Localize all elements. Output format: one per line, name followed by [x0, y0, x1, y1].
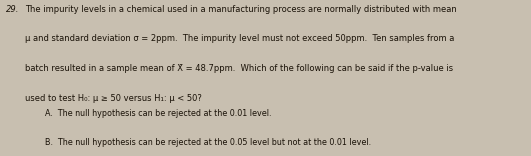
Text: μ and standard deviation σ = 2ppm.  The impurity level must not exceed 50ppm.  T: μ and standard deviation σ = 2ppm. The i… [25, 34, 455, 43]
Text: 29.: 29. [6, 5, 20, 14]
Text: used to test H₀: μ ≥ 50 versus H₁: μ < 50?: used to test H₀: μ ≥ 50 versus H₁: μ < 5… [25, 94, 202, 103]
Text: batch resulted in a sample mean of Χ̄ = 48.7ppm.  Which of the following can be : batch resulted in a sample mean of Χ̄ = … [25, 64, 453, 73]
Text: B.  The null hypothesis can be rejected at the 0.05 level but not at the 0.01 le: B. The null hypothesis can be rejected a… [45, 138, 371, 147]
Text: A.  The null hypothesis can be rejected at the 0.01 level.: A. The null hypothesis can be rejected a… [45, 109, 272, 118]
Text: The impurity levels in a chemical used in a manufacturing process are normally d: The impurity levels in a chemical used i… [25, 5, 457, 14]
